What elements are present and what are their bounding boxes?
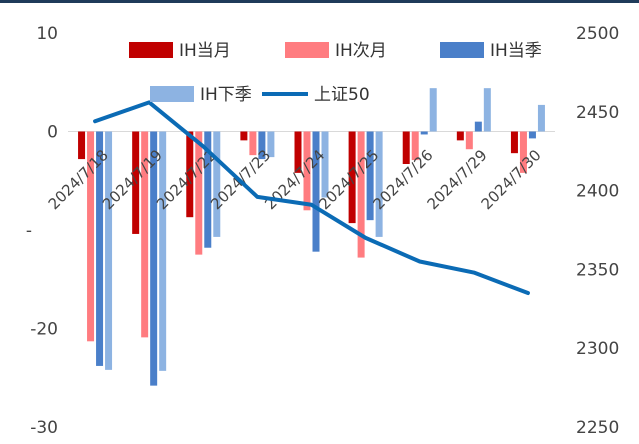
bar (519, 131, 527, 173)
bar (204, 131, 212, 248)
right-axis: 2500 2450 2400 2350 2300 2250 (576, 24, 619, 438)
bar (357, 131, 365, 258)
left-tick-label: 0 (47, 123, 58, 143)
bar (150, 131, 158, 386)
left-tick-label-partial: - (26, 221, 32, 241)
bar (411, 131, 419, 161)
right-tick-label: 2250 (576, 418, 619, 438)
top-border (0, 0, 639, 3)
legend-swatch (150, 86, 194, 102)
legend-label: IH当季 (490, 41, 542, 61)
bar (456, 131, 464, 141)
bar (420, 131, 428, 135)
right-tick-label: 2400 (576, 182, 619, 202)
bar (474, 121, 482, 132)
bar (294, 131, 302, 173)
bar (402, 131, 410, 165)
bar (375, 131, 383, 237)
bar (87, 131, 95, 342)
bar-series-group (78, 88, 545, 386)
bar (240, 131, 248, 141)
left-axis: 10 0 -20 -30 - (26, 24, 58, 438)
bar (429, 88, 437, 132)
legend-swatch (440, 42, 484, 58)
bar (483, 88, 491, 132)
bar (465, 131, 473, 150)
bar (510, 131, 518, 154)
legend-swatch (285, 42, 329, 58)
bar (141, 131, 149, 338)
bar (267, 131, 275, 158)
bar (348, 131, 356, 224)
line-series-group (93, 100, 530, 296)
legend: IH当月 IH次月 IH当季 IH下季 上证50 (129, 41, 542, 105)
bar (96, 131, 104, 366)
left-tick-label: 10 (36, 24, 58, 44)
bar (312, 131, 320, 252)
bar (132, 131, 140, 234)
bar (213, 131, 221, 237)
legend-label: IH下季 (200, 85, 252, 105)
left-tick-label: -30 (30, 418, 58, 438)
legend-label: 上证50 (314, 85, 370, 105)
right-tick-label: 2300 (576, 339, 619, 359)
bar (195, 131, 203, 255)
legend-label: IH当月 (179, 41, 231, 61)
bar (105, 131, 113, 370)
bar (249, 131, 257, 156)
bar (258, 131, 266, 160)
bar (528, 131, 536, 139)
right-tick-label: 2350 (576, 260, 619, 280)
right-tick-label: 2500 (576, 24, 619, 44)
bar (366, 131, 374, 221)
bar (321, 131, 329, 198)
bar (186, 131, 194, 218)
bar (537, 104, 545, 132)
bar (78, 131, 86, 160)
bar (159, 131, 167, 371)
left-tick-label: -20 (30, 320, 58, 340)
right-tick-label: 2450 (576, 103, 619, 123)
legend-label: IH次月 (335, 41, 387, 61)
bar (303, 131, 311, 211)
legend-swatch (129, 42, 173, 58)
